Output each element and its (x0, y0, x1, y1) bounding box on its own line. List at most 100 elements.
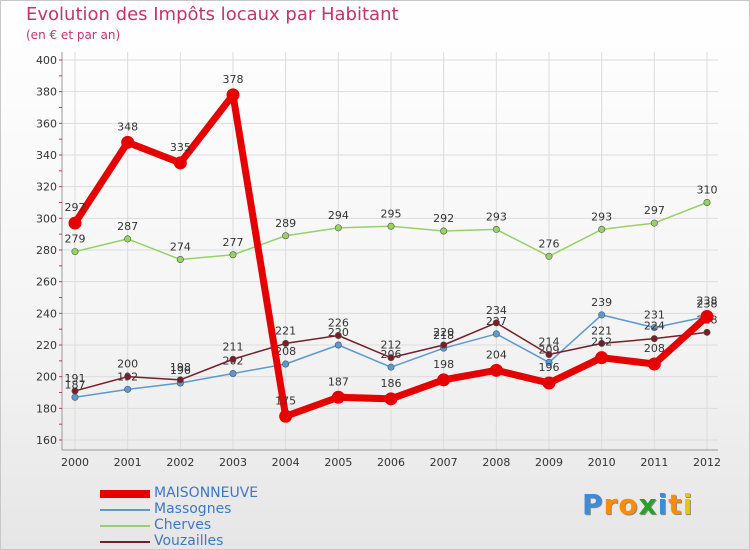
x-tick-label: 2010 (588, 456, 616, 469)
data-point-vouzailles (282, 339, 290, 347)
x-tick-label: 2008 (482, 456, 510, 469)
data-label-massognes: 239 (591, 296, 612, 309)
y-tick-label: 360 (36, 117, 57, 130)
logo-letter: x (638, 488, 658, 521)
data-point-cherves (229, 251, 237, 259)
logo-letter: i (657, 488, 669, 521)
data-label-vouzailles: 211 (223, 340, 244, 353)
data-point-maisonneuve (68, 216, 82, 230)
data-label-cherves: 292 (433, 212, 454, 225)
data-label-maisonneuve: 204 (486, 348, 507, 361)
data-point-massognes (492, 330, 500, 338)
data-label-maisonneuve: 238 (697, 295, 718, 308)
data-point-maisonneuve (331, 390, 345, 404)
data-point-maisonneuve (595, 351, 609, 365)
data-point-massognes (124, 385, 132, 393)
data-label-cherves: 297 (644, 204, 665, 217)
data-label-cherves: 289 (275, 217, 296, 230)
data-point-massognes (71, 393, 79, 401)
data-point-cherves (598, 225, 606, 233)
legend-item: Cherves (100, 517, 360, 534)
data-point-vouzailles (229, 355, 237, 363)
data-label-massognes: 218 (433, 329, 454, 342)
data-label-maisonneuve: 198 (433, 358, 454, 371)
x-tick-label: 2007 (430, 456, 458, 469)
legend-swatch (100, 509, 150, 511)
y-tick-label: 260 (36, 276, 57, 289)
legend-swatch (100, 490, 150, 498)
data-point-cherves (387, 222, 395, 230)
data-point-cherves (124, 235, 132, 243)
logo-letter: t (668, 488, 683, 521)
data-point-vouzailles (545, 350, 553, 358)
y-tick-label: 340 (36, 149, 57, 162)
data-label-massognes: 208 (275, 345, 296, 358)
logo-letter: P (582, 488, 604, 521)
legend-swatch (100, 541, 150, 543)
data-point-cherves (703, 199, 711, 207)
data-label-massognes: 231 (644, 309, 665, 322)
data-point-cherves (492, 225, 500, 233)
data-point-maisonneuve (226, 88, 240, 102)
x-tick-label: 2006 (377, 456, 405, 469)
data-point-vouzailles (703, 328, 711, 336)
y-tick-label: 200 (36, 371, 57, 384)
data-label-maisonneuve: 187 (328, 375, 349, 388)
y-tick-label: 240 (36, 307, 57, 320)
data-label-cherves: 287 (117, 220, 138, 233)
data-label-maisonneuve: 212 (591, 336, 612, 349)
data-point-vouzailles (387, 354, 395, 362)
data-label-maisonneuve: 175 (275, 394, 296, 407)
data-point-cherves (71, 248, 79, 256)
logo-letter: r (603, 488, 619, 521)
data-label-cherves: 274 (170, 241, 191, 254)
data-point-vouzailles (598, 339, 606, 347)
data-point-maisonneuve (437, 373, 451, 387)
legend-item: MAISONNEUVE (100, 485, 360, 502)
data-point-vouzailles (124, 373, 132, 381)
x-tick-label: 2000 (61, 456, 89, 469)
x-tick-label: 2005 (324, 456, 352, 469)
data-label-cherves: 279 (65, 233, 86, 246)
legend-label: Massognes (154, 501, 232, 517)
data-label-maisonneuve: 186 (381, 377, 402, 390)
data-label-cherves: 295 (381, 207, 402, 220)
data-label-vouzailles: 191 (65, 372, 86, 385)
legend-label: MAISONNEUVE (154, 485, 259, 501)
data-point-maisonneuve (384, 392, 398, 406)
data-label-vouzailles: 220 (433, 326, 454, 339)
legend-item: Massognes (100, 501, 360, 518)
data-label-maisonneuve: 378 (223, 73, 244, 86)
x-tick-label: 2003 (219, 456, 247, 469)
x-tick-label: 2004 (272, 456, 300, 469)
data-label-cherves: 310 (697, 184, 718, 197)
data-label-massognes: 196 (170, 364, 191, 377)
y-tick-label: 400 (36, 54, 57, 67)
data-label-maisonneuve: 208 (644, 342, 665, 355)
data-label-cherves: 294 (328, 209, 349, 222)
data-label-vouzailles: 212 (381, 339, 402, 352)
logo-letter: o (618, 488, 639, 521)
legend-label: Vouzailles (154, 533, 224, 549)
data-label-vouzailles: 224 (644, 320, 665, 333)
legend: MAISONNEUVE Massognes Cherves Vouzailles (100, 485, 360, 550)
data-label-massognes: 187 (65, 378, 86, 391)
data-label-cherves: 277 (223, 236, 244, 249)
data-point-massognes (387, 363, 395, 371)
data-label-maisonneuve: 335 (170, 141, 191, 154)
x-tick-label: 2012 (693, 456, 721, 469)
data-label-cherves: 276 (539, 237, 560, 250)
x-tick-label: 2001 (114, 456, 142, 469)
data-point-maisonneuve (647, 357, 661, 371)
data-point-vouzailles (71, 387, 79, 395)
data-label-vouzailles: 214 (539, 336, 560, 349)
data-point-cherves (440, 227, 448, 235)
logo-letter: i (682, 488, 694, 521)
data-point-massognes (282, 360, 290, 368)
data-point-vouzailles (650, 335, 658, 343)
data-label-cherves: 293 (591, 210, 612, 223)
data-point-maisonneuve (121, 135, 135, 149)
data-point-maisonneuve (279, 409, 293, 423)
y-tick-label: 300 (36, 212, 57, 225)
